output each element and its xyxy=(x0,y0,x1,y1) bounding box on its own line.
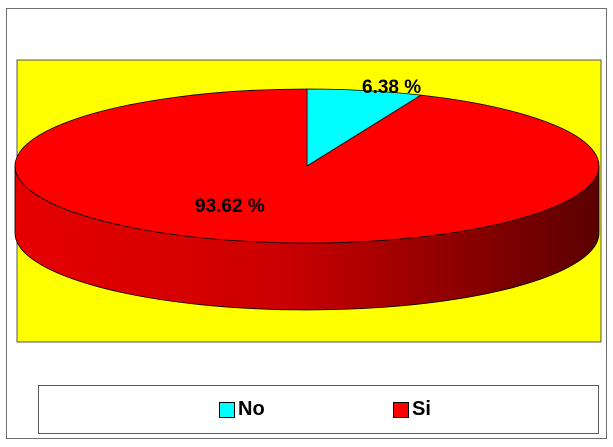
legend-label-si: Si xyxy=(412,398,431,420)
pie-chart: 6.38 % 93.62 % xyxy=(14,59,602,343)
chart-frame: 6.38 % 93.62 % No Si xyxy=(6,8,607,439)
legend-item-si: Si xyxy=(393,398,431,421)
legend-swatch-si xyxy=(393,401,409,418)
pie-slice-no xyxy=(306,88,423,167)
data-label-no: 6.38 % xyxy=(362,77,421,98)
legend-label-no: No xyxy=(238,398,265,420)
legend-item-no: No xyxy=(219,398,265,421)
legend: No Si xyxy=(38,385,599,434)
data-label-si: 93.62 % xyxy=(195,196,265,217)
pie-slice-si xyxy=(14,88,600,244)
legend-swatch-no xyxy=(219,401,235,418)
